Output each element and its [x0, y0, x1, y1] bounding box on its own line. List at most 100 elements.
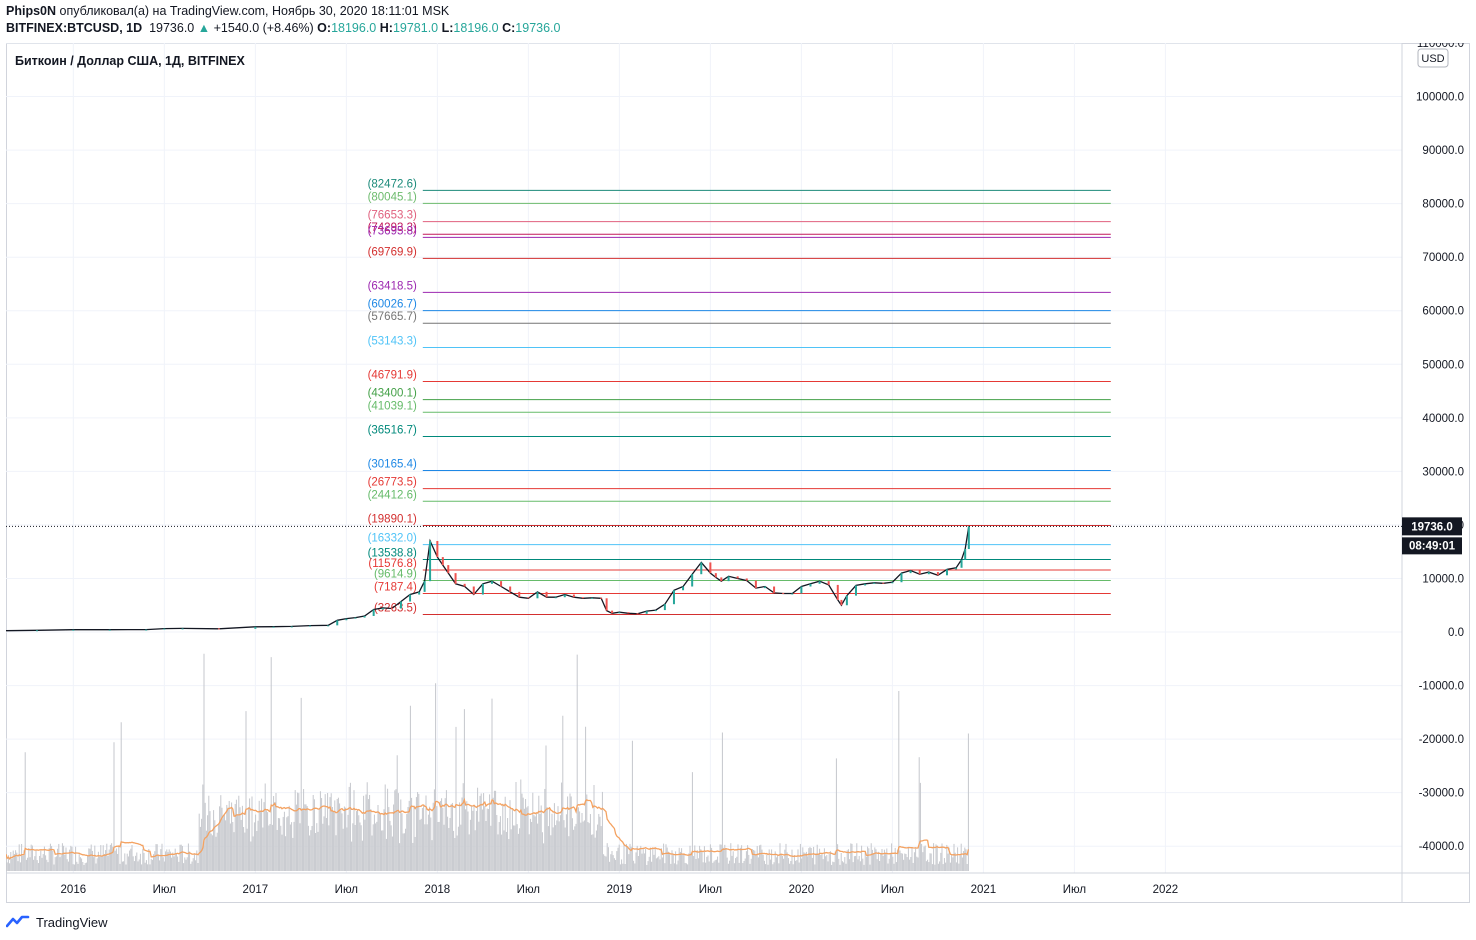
- high-label: H:: [379, 21, 393, 35]
- price-candle: [720, 577, 723, 582]
- price-candle: [481, 583, 484, 595]
- price-chart[interactable]: (82472.6)(80045.1) (76653.3)(74293.3)(736…: [6, 43, 1470, 903]
- price-candle: [500, 581, 503, 587]
- price-candle: [918, 570, 921, 575]
- price-candle: [773, 586, 776, 593]
- price-candle: [463, 583, 466, 587]
- x-tick-label: Июл: [699, 884, 722, 896]
- y-tick-label: 80000.0: [1422, 199, 1464, 211]
- published-text: опубликовал(а) на TradingView.com, Ноябр…: [59, 4, 450, 18]
- price-candle: [572, 594, 575, 598]
- chart-frame[interactable]: (82472.6) (80045.1) (76653.3) (74293.3) (736…: [6, 43, 1470, 903]
- y-tick-label: 40000.0: [1422, 413, 1464, 425]
- price-candle: [145, 629, 148, 631]
- last-price: 19736.0: [149, 21, 195, 35]
- chart-header: Phips0N опубликовал(а) на TradingView.co…: [6, 3, 1466, 39]
- price-candle: [509, 586, 512, 592]
- price-candle: [108, 629, 111, 631]
- close-label: C:: [502, 21, 516, 35]
- x-tick-label: Июл: [153, 884, 176, 896]
- price-candle: [873, 582, 876, 584]
- fib-level-label: (74293.3): [368, 222, 417, 234]
- volume-ma-line: [6, 797, 970, 860]
- fib-level-label: (60026.7): [368, 299, 417, 311]
- price-candle: [700, 562, 703, 575]
- price-candle: [336, 620, 339, 626]
- price-candle: [782, 592, 785, 594]
- symbol-label: BITFINEX:BTCUSD, 1D: [6, 21, 143, 35]
- fib-level-label: (7187.4): [374, 582, 417, 594]
- price-candle: [636, 613, 639, 615]
- fib-level-label: (46791.9): [368, 369, 417, 381]
- fib-level-label: (82472.6): [368, 178, 417, 190]
- y-tick-label: -30000.0: [1419, 788, 1464, 800]
- price-candle: [663, 604, 666, 611]
- price-candle: [836, 584, 839, 600]
- price-candle: [854, 585, 857, 596]
- price-candle: [682, 586, 685, 591]
- y-tick-label: 100000.0: [1416, 92, 1464, 104]
- tradingview-logo-icon[interactable]: [6, 915, 30, 929]
- price-candle: [381, 607, 384, 610]
- fib-level-label: (11576.8): [368, 558, 417, 570]
- fib-level-label: (76653.3): [368, 210, 417, 222]
- price-candle: [527, 597, 530, 599]
- price-candle: [736, 576, 739, 579]
- open-value: 18196.0: [331, 21, 377, 35]
- low-value: 18196.0: [453, 21, 499, 35]
- up-arrow-icon: ▲: [197, 21, 211, 35]
- price-candle: [600, 597, 603, 599]
- currency-badge[interactable]: USD: [1417, 48, 1449, 68]
- price-candle: [845, 595, 848, 606]
- y-tick-label: 110000.0: [1417, 43, 1464, 50]
- y-tick-label: 90000.0: [1422, 145, 1464, 157]
- price-candle: [967, 526, 970, 550]
- high-value: 19781.0: [392, 21, 439, 35]
- price-candle: [754, 580, 757, 589]
- fib-level-label: (80045.1): [368, 191, 417, 203]
- price-candle: [163, 628, 166, 630]
- x-tick-label: Июл: [335, 884, 358, 896]
- publisher-name[interactable]: Phips0N: [6, 4, 57, 18]
- price-candle: [727, 576, 730, 582]
- footer-brand[interactable]: TradingView: [36, 914, 108, 930]
- fib-level-label: (73695.8): [368, 225, 417, 237]
- price-candle: [611, 610, 614, 614]
- price-candle: [882, 582, 885, 584]
- x-tick-label: 2022: [1153, 884, 1179, 896]
- price-candle: [372, 609, 375, 616]
- price-candle: [654, 610, 657, 612]
- price-candle: [545, 591, 548, 598]
- price-candle: [955, 567, 958, 570]
- price-candle: [399, 601, 402, 609]
- y-tick-label: -10000.0: [1419, 681, 1464, 693]
- price-candle: [714, 573, 717, 578]
- fib-level-label: (53143.3): [368, 335, 417, 347]
- price-candle: [900, 573, 903, 583]
- price-candle: [554, 597, 557, 599]
- fib-level-label: (9614.9): [374, 569, 417, 581]
- fib-level-label: (41039.1): [368, 400, 417, 412]
- price-candle: [454, 573, 457, 584]
- x-tick-label: 2021: [971, 884, 997, 896]
- price-candle: [891, 582, 894, 584]
- price-candle: [763, 586, 766, 589]
- symbol-ohlc-line: BITFINEX:BTCUSD, 1D 19736.0 ▲ +1540.0 (+…: [6, 20, 1466, 37]
- open-label: O:: [317, 21, 332, 35]
- y-tick-label: 0.0: [1448, 627, 1464, 639]
- y-tick-label: -20000.0: [1419, 734, 1464, 746]
- price-candle: [945, 569, 948, 576]
- price-candle: [618, 612, 621, 614]
- fib-level-label: (43400.1): [368, 388, 417, 400]
- price-candle: [827, 581, 830, 585]
- price-candle: [429, 541, 432, 582]
- fib-level-label: (3263.5): [374, 603, 417, 615]
- countdown-tag-label: 08:49:01: [1409, 540, 1456, 552]
- volume-layer: [6, 653, 969, 871]
- x-tick-label: Июл: [517, 884, 540, 896]
- price-candle: [254, 626, 257, 629]
- price-candle: [605, 598, 608, 611]
- fib-level-label: (57665.7): [368, 311, 417, 323]
- x-tick-label: 2020: [789, 884, 815, 896]
- y-tick-label: 70000.0: [1422, 252, 1464, 264]
